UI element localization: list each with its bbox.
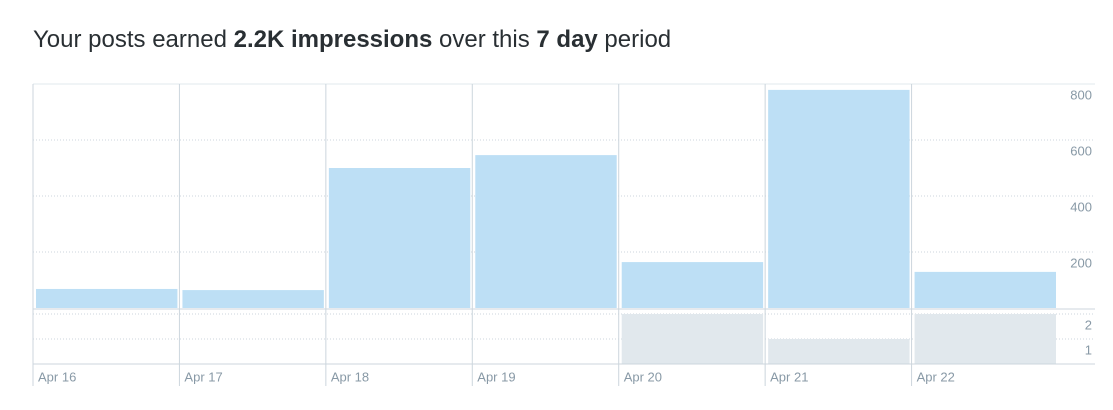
title-part: Your posts earned bbox=[33, 26, 234, 53]
bar bbox=[768, 339, 910, 364]
bar bbox=[621, 314, 764, 364]
y-tick-label: 400 bbox=[1070, 199, 1092, 214]
x-tick-label: Apr 18 bbox=[331, 369, 369, 384]
bar bbox=[914, 271, 1056, 308]
x-tick-label: Apr 20 bbox=[624, 369, 662, 384]
x-tick-label: Apr 19 bbox=[477, 369, 515, 384]
bar bbox=[182, 290, 324, 308]
bar bbox=[475, 155, 617, 308]
x-tick-label: Apr 16 bbox=[38, 369, 76, 384]
bar bbox=[914, 314, 1056, 364]
y-tick-label: 600 bbox=[1070, 143, 1092, 158]
title-part: over this bbox=[432, 26, 536, 53]
chart-title: Your posts earned 2.2K impressions over … bbox=[33, 26, 671, 53]
y-tick-label: 1 bbox=[1085, 342, 1092, 357]
title-part: period bbox=[598, 26, 671, 53]
bar bbox=[768, 89, 910, 308]
bar bbox=[621, 262, 764, 308]
bar bbox=[36, 288, 178, 308]
title-part: 7 day bbox=[536, 26, 598, 53]
y-tick-label: 200 bbox=[1070, 255, 1092, 270]
x-tick-label: Apr 21 bbox=[770, 369, 808, 384]
x-tick-label: Apr 22 bbox=[917, 369, 955, 384]
title-part: 2.2K impressions bbox=[234, 26, 433, 53]
bar bbox=[328, 168, 471, 308]
y-tick-label: 800 bbox=[1070, 87, 1092, 102]
x-tick-label: Apr 17 bbox=[184, 369, 222, 384]
y-tick-label: 2 bbox=[1085, 317, 1092, 332]
